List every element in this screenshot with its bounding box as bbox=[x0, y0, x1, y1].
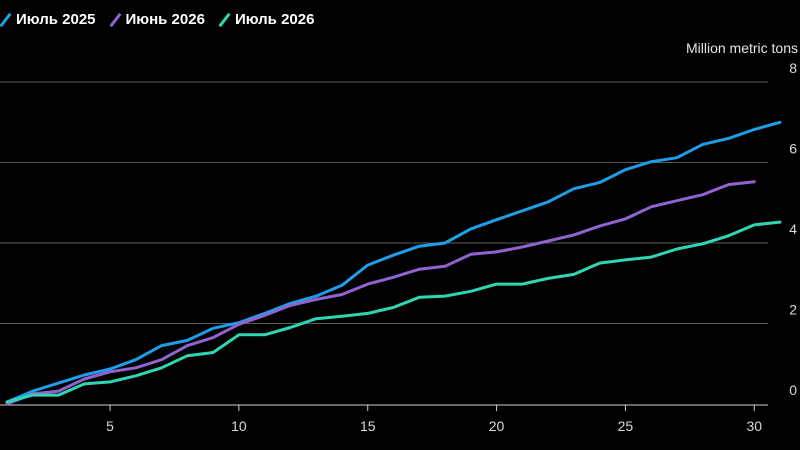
legend-label-july-2025: Июль 2025 bbox=[16, 11, 96, 28]
series-line-1 bbox=[5, 180, 756, 406]
legend-item-july-2025: Июль 2025 bbox=[0, 11, 96, 28]
legend-label-june-2026: Июнь 2026 bbox=[125, 11, 205, 28]
x-tick-label-30: 30 bbox=[746, 418, 762, 434]
y-tick-label-2: 2 bbox=[789, 302, 797, 318]
x-tick-label-10: 10 bbox=[231, 418, 247, 434]
y-tick-label-4: 4 bbox=[789, 221, 797, 237]
legend-item-july-2026: Июль 2026 bbox=[219, 11, 315, 28]
series-line-0 bbox=[5, 120, 782, 404]
x-tick-label-25: 25 bbox=[618, 418, 634, 434]
y-tick-label-6: 6 bbox=[789, 141, 797, 157]
legend-item-june-2026: Июнь 2026 bbox=[110, 11, 205, 28]
legend: Июль 2025 Июнь 2026 Июль 2026 bbox=[0, 11, 328, 28]
x-tick-label-15: 15 bbox=[360, 418, 376, 434]
y-axis-unit-label: Million metric tons bbox=[685, 40, 798, 56]
x-tick-label-5: 5 bbox=[106, 418, 114, 434]
series-line-2 bbox=[5, 220, 782, 404]
y-tick-label-0: 0 bbox=[789, 382, 797, 398]
legend-label-july-2026: Июль 2026 bbox=[234, 11, 315, 28]
x-tick-label-20: 20 bbox=[489, 418, 505, 434]
y-tick-label-8: 8 bbox=[789, 60, 797, 76]
